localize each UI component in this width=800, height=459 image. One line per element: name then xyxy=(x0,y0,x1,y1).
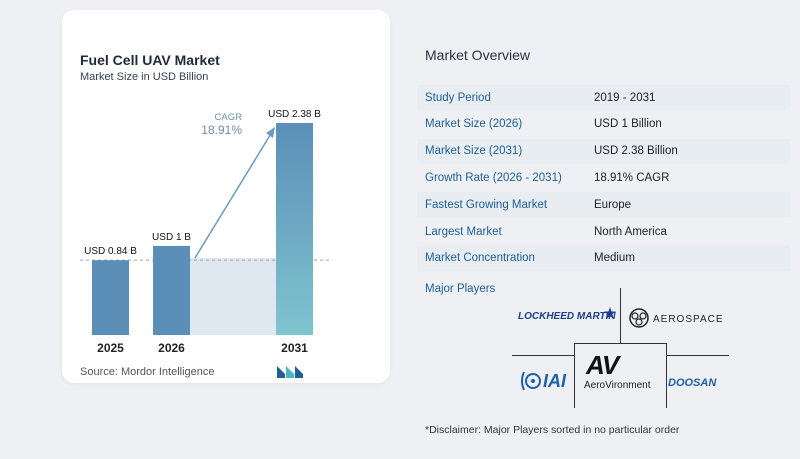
overview-row-value: USD 1 Billion xyxy=(594,118,662,131)
overview-row-value: 18.91% CAGR xyxy=(594,171,670,184)
bar-value-label: USD 2.38 B xyxy=(268,109,321,120)
source-text: Source: Mordor Intelligence xyxy=(80,366,215,378)
grid-divider xyxy=(574,343,575,408)
lockheed-logo: LOCKHEED MARTIN xyxy=(518,311,616,322)
overview-row: Largest Market North America xyxy=(417,219,790,244)
grid-divider xyxy=(667,355,729,356)
bar-2026 xyxy=(153,245,190,335)
aerovironment-logo: AeroVironment xyxy=(584,380,651,391)
overview-row-label: Market Size (2026) xyxy=(425,118,523,131)
bar-value-label: USD 1 B xyxy=(152,232,191,243)
grid-divider xyxy=(512,355,574,356)
overview-row-value: Europe xyxy=(594,198,632,211)
overview-row-label: Market Size (2031) xyxy=(425,145,523,158)
cagr-value: 18.91% xyxy=(201,123,242,137)
x-tick-label: 2026 xyxy=(158,341,185,355)
x-tick-label: 2025 xyxy=(97,341,124,355)
overview-row: Growth Rate (2026 - 2031) 18.91% CAGR xyxy=(417,165,790,190)
overview-row-value: North America xyxy=(594,225,667,238)
cagr-arrowhead xyxy=(266,127,275,138)
star-icon xyxy=(604,307,616,319)
overview-row: Study Period 2019 - 2031 xyxy=(417,85,790,110)
overview-row: Market Size (2031) USD 2.38 Billion xyxy=(417,138,790,164)
doosan-logo: DOOSAN xyxy=(668,377,717,389)
cagr-arrow xyxy=(194,131,273,259)
cagr-label: CAGR xyxy=(215,112,243,123)
bar-chart: USD 0.84 B 2025 USD 1 B 2026 USD 2.38 B 2031 C… xyxy=(80,109,330,355)
overview-row-value: USD 2.38 Billion xyxy=(594,145,678,158)
overview-title: Market Overview xyxy=(425,47,531,63)
overview-row: Market Concentration Medium xyxy=(417,245,790,271)
chart-title: Fuel Cell UAV Market xyxy=(80,52,220,68)
players-title: Major Players xyxy=(425,283,496,295)
overview-row: Fastest Growing Market Europe xyxy=(417,192,790,218)
bar-value-label: USD 0.84 B xyxy=(84,246,137,257)
x-tick-label: 2031 xyxy=(281,341,308,355)
overview-row-label: Fastest Growing Market xyxy=(425,198,548,211)
overview-row-value: 2019 - 2031 xyxy=(594,91,656,104)
grid-divider xyxy=(666,343,667,408)
overview-row-label: Study Period xyxy=(425,91,491,104)
grid-divider xyxy=(620,288,621,343)
overview-row: Market Size (2026) USD 1 Billion xyxy=(417,112,790,137)
av-logo: AV xyxy=(586,350,619,380)
grid-divider xyxy=(574,343,667,344)
bar-2031 xyxy=(276,123,313,335)
iai-emblem-icon xyxy=(521,371,541,391)
iai-logo: IAI xyxy=(543,371,567,391)
overview-row-label: Largest Market xyxy=(425,225,502,238)
overview-row-label: Market Concentration xyxy=(425,252,535,265)
aerospace-logo: AEROSPACE xyxy=(653,314,724,325)
overview-row-label: Growth Rate (2026 - 2031) xyxy=(425,171,562,184)
aerospace-emblem-icon xyxy=(629,308,649,328)
chart-subtitle: Market Size in USD Billion xyxy=(80,71,209,83)
mordor-logo-icon xyxy=(277,366,303,378)
bar-2025 xyxy=(92,260,129,335)
disclaimer: *Disclaimer: Major Players sorted in no … xyxy=(425,424,680,436)
overview-row-value: Medium xyxy=(594,252,635,265)
